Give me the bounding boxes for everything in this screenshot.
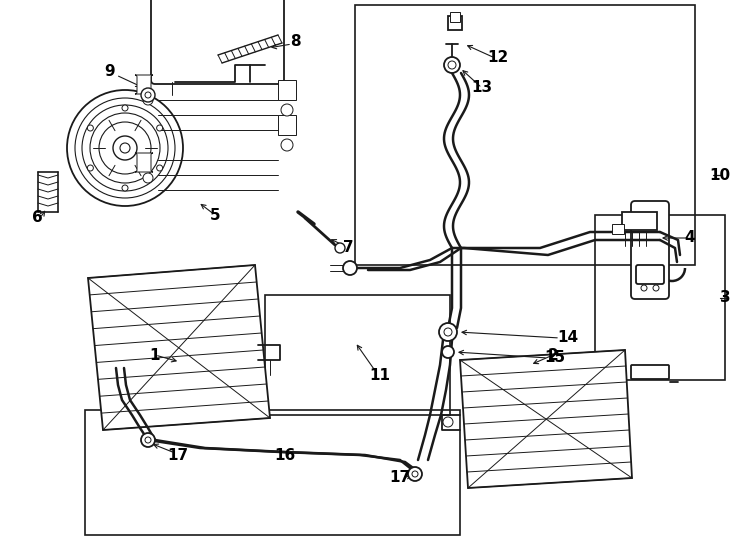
FancyBboxPatch shape [636,265,664,284]
Circle shape [122,105,128,111]
Text: 15: 15 [545,350,566,366]
Circle shape [335,243,345,253]
FancyBboxPatch shape [151,0,284,84]
Circle shape [439,323,457,341]
Text: 12: 12 [487,51,509,65]
Text: 6: 6 [32,211,43,226]
Circle shape [141,88,155,102]
Text: 3: 3 [720,291,730,306]
Circle shape [343,261,357,275]
Circle shape [408,467,422,481]
FancyBboxPatch shape [135,75,153,94]
Bar [355,5,695,265]
Text: 16: 16 [275,448,296,462]
Bar [85,410,460,535]
Text: 17: 17 [390,470,410,485]
Circle shape [145,437,151,443]
Bar [595,215,725,380]
Circle shape [281,104,293,116]
Text: 4: 4 [685,231,695,246]
Text: 9: 9 [105,64,115,79]
Circle shape [448,61,456,69]
Polygon shape [88,265,270,430]
Bar [612,224,624,234]
Circle shape [281,139,293,151]
Circle shape [653,285,659,291]
Text: 1: 1 [150,348,160,362]
Bar [265,295,450,415]
Circle shape [87,125,93,131]
Bar [622,212,657,230]
FancyBboxPatch shape [135,153,153,172]
FancyBboxPatch shape [631,365,669,379]
Circle shape [90,113,160,183]
Text: 14: 14 [557,330,578,346]
Circle shape [143,95,153,105]
Text: 5: 5 [210,207,220,222]
Circle shape [443,417,453,427]
Circle shape [444,328,452,336]
Text: 11: 11 [369,368,390,382]
Bar [448,16,462,30]
Circle shape [120,143,130,153]
Circle shape [113,136,137,160]
Circle shape [156,165,163,171]
Circle shape [444,57,460,73]
Circle shape [156,125,163,131]
Text: 13: 13 [471,80,493,96]
Bar [278,80,296,100]
Bar [450,12,460,22]
Circle shape [99,122,151,174]
Circle shape [412,471,418,477]
Circle shape [442,346,454,358]
Circle shape [145,92,151,98]
Circle shape [67,90,183,206]
Text: 2: 2 [548,348,559,362]
Text: 7: 7 [343,240,353,255]
Circle shape [122,185,128,191]
Circle shape [141,433,155,447]
Polygon shape [460,350,632,488]
Text: 17: 17 [167,448,189,462]
Circle shape [143,173,153,183]
Bar [278,115,296,135]
Circle shape [87,165,93,171]
Text: 8: 8 [290,35,300,50]
Circle shape [75,98,175,198]
FancyBboxPatch shape [631,201,669,299]
Circle shape [82,105,168,191]
Circle shape [641,285,647,291]
Text: 10: 10 [710,167,730,183]
